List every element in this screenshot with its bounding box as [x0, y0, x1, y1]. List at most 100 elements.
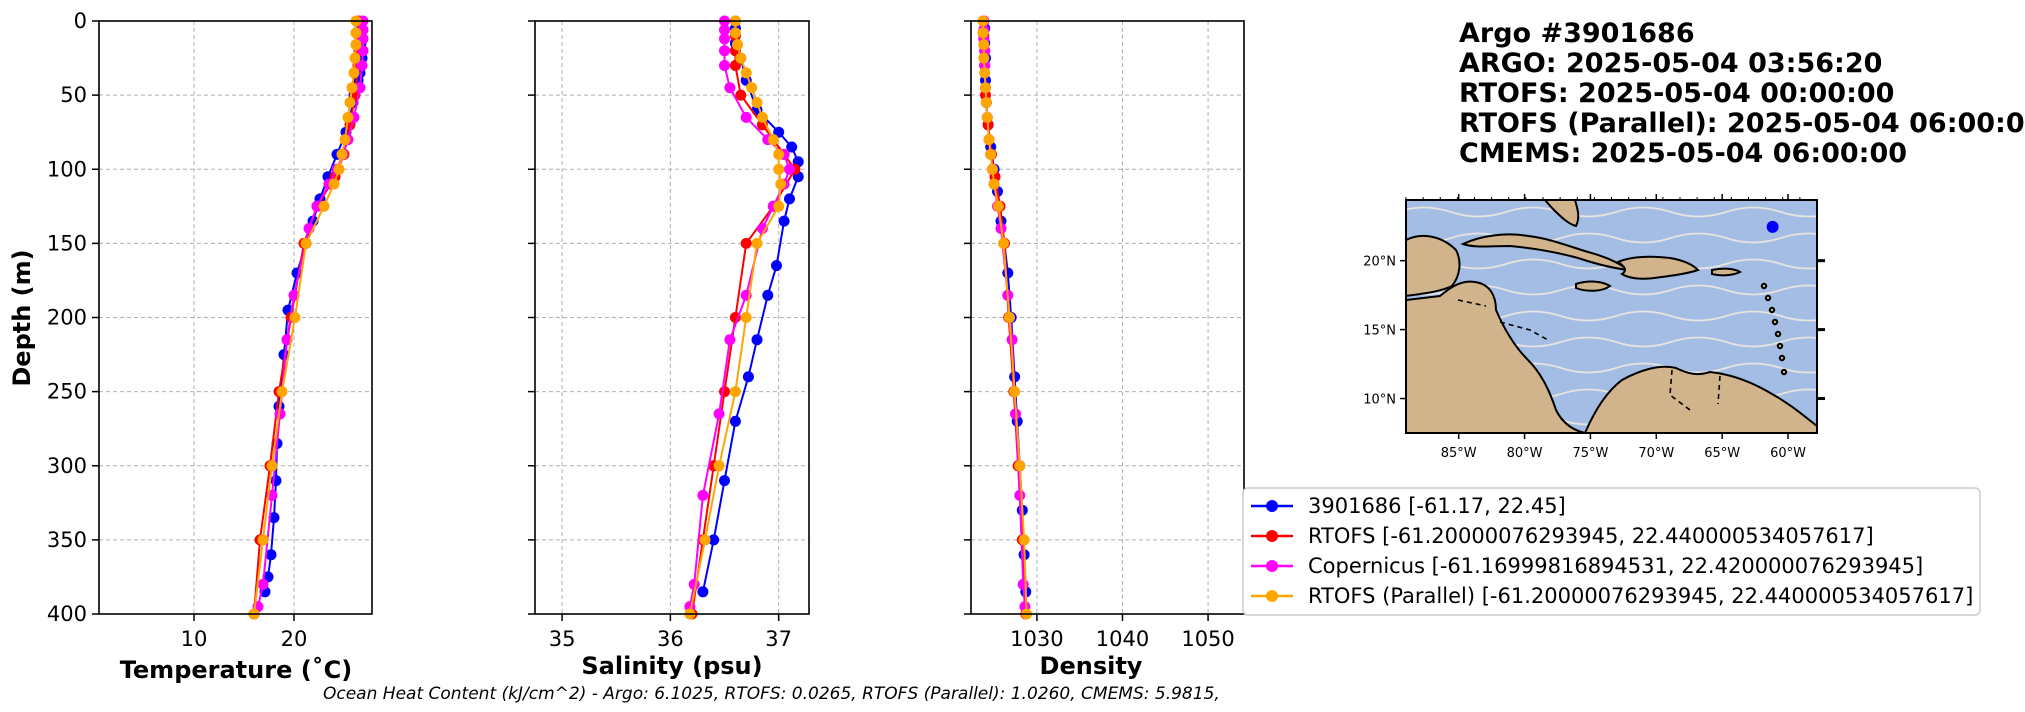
legend-marker-rtofs_parallel [1266, 590, 1278, 602]
salinity-point-rtofs_parallel [767, 134, 779, 146]
temperature-ticks: 0 50 100 150 200 250 300 350 400 10 20 [47, 9, 307, 651]
salinity-panel: 35 36 37 Salinity (psu) [528, 15, 810, 680]
salinity-ticks: 35 36 37 [528, 20, 792, 651]
legend-label-rtofs: RTOFS [-61.20000076293945, 22.4400005340… [1308, 524, 1874, 548]
depth-tick-label: 200 [47, 306, 87, 330]
map-lon-label: 70°W [1638, 446, 1674, 461]
density-point-rtofs_parallel [981, 111, 993, 123]
temperature-point-rtofs_parallel [344, 97, 356, 108]
density-panel: 1030 1040 1050 Density [964, 15, 1245, 680]
salinity-line-argo [701, 28, 800, 593]
temperature-panel: 0 50 100 150 200 250 300 350 400 10 20 Temperature… [8, 9, 373, 684]
map-borders [1457, 299, 1721, 411]
temperature-series [248, 15, 369, 620]
density-ticks: 1030 1040 1050 [964, 20, 1235, 651]
title-argo-time: ARGO: 2025-05-04 03:56:20 [1459, 48, 1882, 79]
temperature-point-copernicus [356, 60, 368, 71]
density-x-label: Density [1040, 652, 1143, 680]
map-land [1406, 200, 1817, 433]
depth-tick-label: 0 [74, 9, 87, 33]
density-series [977, 15, 1033, 620]
density-point-rtofs_parallel [988, 178, 1000, 190]
salinity-point-argo [786, 141, 798, 153]
title-cmems-time: CMEMS: 2025-05-04 06:00:00 [1459, 138, 1907, 169]
salinity-point-copernicus [719, 60, 730, 71]
temperature-x-label: Temperature (˚C) [120, 656, 353, 684]
temperature-point-rtofs_parallel [350, 27, 362, 39]
land-hispaniola [1615, 255, 1700, 280]
map-lat-label: 20°N [1363, 255, 1396, 270]
temperature-point-rtofs_parallel [257, 534, 269, 546]
temperature-grid [99, 20, 372, 615]
salinity-point-rtofs [735, 89, 747, 101]
depth-y-label: Depth (m) [8, 249, 36, 386]
density-point-rtofs_parallel [998, 237, 1009, 249]
land-jamaica [1575, 280, 1612, 292]
temperature-point-rtofs_parallel [266, 460, 278, 472]
salinity-point-rtofs_parallel [699, 534, 711, 546]
depth-tick-label: 350 [47, 528, 87, 552]
density-x-tick-label: 1040 [1096, 627, 1149, 651]
legend-label-argo: 3901686 [-61.17, 22.45] [1308, 494, 1566, 518]
density-point-copernicus [1006, 334, 1018, 346]
map-lon-label: 60°W [1770, 446, 1806, 461]
legend-marker-copernicus [1266, 560, 1278, 572]
salinity-point-argo [762, 289, 774, 301]
map-lon-label: 80°W [1507, 446, 1543, 461]
temperature-point-rtofs_parallel [348, 67, 360, 79]
map-lat-label: 15°N [1363, 324, 1396, 339]
temperature-point-copernicus [288, 289, 300, 301]
land-south-america [1583, 365, 1817, 433]
salinity-point-argo [742, 371, 754, 383]
temperature-x-tick-label: 10 [181, 627, 208, 651]
salinity-point-rtofs_parallel [732, 39, 743, 51]
salinity-point-copernicus [784, 163, 795, 175]
salinity-point-argo [778, 215, 790, 227]
depth-tick-label: 250 [47, 380, 87, 404]
legend: 3901686 [-61.17, 22.45] RTOFS [-61.200000… [1242, 487, 1981, 616]
legend-marker-rtofs [1266, 530, 1278, 542]
salinity-point-rtofs_parallel [773, 200, 785, 212]
temperature-point-rtofs_parallel [339, 134, 351, 146]
temperature-point-rtofs_parallel [333, 163, 345, 175]
temperature-point-rtofs_parallel [336, 148, 348, 160]
temperature-point-rtofs_parallel [328, 178, 340, 190]
density-x-tick-label: 1030 [1010, 627, 1063, 651]
temperature-point-rtofs_parallel [300, 237, 312, 249]
depth-tick-label: 150 [47, 231, 87, 255]
salinity-point-rtofs_parallel [775, 178, 787, 190]
density-point-rtofs_parallel [978, 39, 990, 51]
salinity-point-argo [751, 334, 763, 346]
density-point-rtofs_parallel [992, 200, 1004, 212]
salinity-point-rtofs_parallel [740, 312, 752, 323]
map-streamline [1406, 206, 1817, 218]
salinity-point-argo [708, 534, 720, 546]
salinity-line-copernicus [688, 21, 791, 607]
density-point-rtofs_parallel [1004, 312, 1015, 323]
legend-label-copernicus: Copernicus [-61.16999816894531, 22.42000… [1308, 554, 1923, 578]
depth-tick-label: 50 [60, 83, 87, 107]
legend-marker-argo [1266, 500, 1278, 512]
map-lat-label: 10°N [1363, 393, 1396, 408]
density-point-rtofs_parallel [978, 52, 990, 64]
salinity-point-argo [719, 475, 730, 487]
density-point-rtofs_parallel [986, 163, 998, 175]
salinity-point-copernicus [719, 45, 730, 57]
land-yucatan [1406, 234, 1461, 298]
density-point-copernicus [1014, 489, 1026, 501]
title-argo-id: Argo #3901686 [1459, 18, 1695, 49]
salinity-point-copernicus [697, 489, 709, 501]
salinity-point-copernicus [724, 82, 736, 94]
temperature-point-copernicus [257, 578, 269, 590]
salinity-point-rtofs_parallel [751, 237, 763, 249]
temperature-point-rtofs_parallel [318, 200, 330, 212]
density-point-copernicus [1017, 578, 1029, 590]
density-point-rtofs_parallel [1009, 386, 1021, 398]
map-streamline [1406, 232, 1817, 244]
land-lesser-antilles [1760, 282, 1788, 376]
title-rtofs-time: RTOFS: 2025-05-04 00:00:00 [1459, 78, 1894, 109]
salinity-point-rtofs_parallel [713, 460, 725, 472]
density-point-rtofs_parallel [985, 148, 997, 160]
salinity-point-argo [729, 415, 741, 427]
